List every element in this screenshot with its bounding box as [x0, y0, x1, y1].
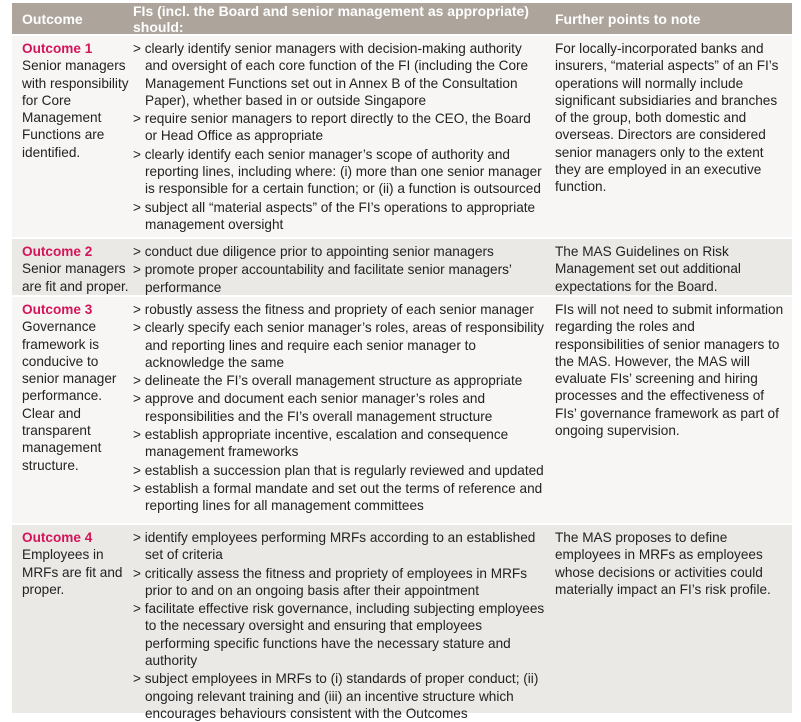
requirements-list: clearly identify senior managers with de… [133, 40, 545, 233]
requirement-item: identify employees performing MRFs accor… [133, 529, 545, 564]
requirement-item: establish appropriate incentive, escalat… [133, 426, 545, 461]
requirement-item: critically assess the fitness and propri… [133, 565, 545, 600]
outcome-title: Outcome 1 [22, 41, 93, 56]
outcome-title: Outcome 4 [22, 530, 93, 545]
requirements-cell: clearly identify senior managers with de… [133, 40, 545, 237]
table-row: Outcome 2 Senior managers are fit and pr… [12, 239, 792, 295]
requirements-cell: identify employees performing MRFs accor… [133, 529, 545, 721]
outcome-description: Employees in MRFs are fit and proper. [22, 547, 123, 597]
requirement-item: subject all “material aspects” of the FI… [133, 199, 545, 234]
notes-cell: The MAS proposes to define employees in … [555, 530, 771, 597]
outcome-description: Senior managers with responsibility for … [22, 58, 129, 160]
outcome-title: Outcome 2 [22, 244, 93, 259]
table-row: Outcome 3 Governance framework is conduc… [12, 297, 792, 523]
notes-cell: For locally-incorporated banks and insur… [555, 41, 779, 195]
notes-cell: FIs will not need to submit information … [555, 302, 784, 439]
outcome-cell: Outcome 4 Employees in MRFs are fit and … [12, 529, 133, 713]
table-header: Outcome FIs (incl. the Board and senior … [12, 2, 792, 35]
requirement-item: promote proper accountability and facili… [133, 261, 545, 296]
requirement-item: subject employees in MRFs to (i) standar… [133, 670, 545, 722]
outcome-cell: Outcome 3 Governance framework is conduc… [12, 301, 133, 523]
requirements-list: identify employees performing MRFs accor… [133, 529, 545, 722]
outcome-cell: Outcome 2 Senior managers are fit and pr… [12, 243, 133, 295]
requirement-item: clearly identify each senior manager’s s… [133, 146, 545, 198]
requirement-item: require senior managers to report direct… [133, 110, 545, 145]
table-row: Outcome 4 Employees in MRFs are fit and … [12, 525, 792, 721]
requirements-cell: robustly assess the fitness and propriet… [133, 301, 545, 523]
outcomes-table: Outcome FIs (incl. the Board and senior … [12, 2, 792, 721]
header-fis-should: FIs (incl. the Board and senior manageme… [133, 2, 529, 35]
header-outcome: Outcome [22, 10, 83, 27]
requirements-cell: conduct due diligence prior to appointin… [133, 243, 545, 295]
requirements-list: robustly assess the fitness and propriet… [133, 301, 545, 515]
notes-cell: The MAS Guidelines on Risk Management se… [555, 244, 741, 294]
requirement-item: clearly specify each senior manager’s ro… [133, 319, 545, 371]
requirement-item: establish a succession plan that is regu… [133, 462, 545, 479]
table-row: Outcome 1 Senior managers with responsib… [12, 36, 792, 237]
outcome-description: Governance framework is conducive to sen… [22, 319, 117, 473]
outcome-description: Senior managers are fit and proper. [22, 261, 129, 294]
requirements-list: conduct due diligence prior to appointin… [133, 243, 545, 296]
outcome-cell: Outcome 1 Senior managers with responsib… [12, 40, 133, 237]
requirement-item: delineate the FI’s overall management st… [133, 372, 545, 389]
requirement-item: facilitate effective risk governance, in… [133, 600, 545, 669]
requirement-item: approve and document each senior manager… [133, 390, 545, 425]
requirement-item: conduct due diligence prior to appointin… [133, 243, 545, 260]
requirement-item: establish a formal mandate and set out t… [133, 480, 545, 515]
outcome-title: Outcome 3 [22, 302, 93, 317]
header-further-points: Further points to note [555, 10, 701, 27]
requirement-item: robustly assess the fitness and propriet… [133, 301, 545, 318]
requirement-item: clearly identify senior managers with de… [133, 40, 545, 109]
